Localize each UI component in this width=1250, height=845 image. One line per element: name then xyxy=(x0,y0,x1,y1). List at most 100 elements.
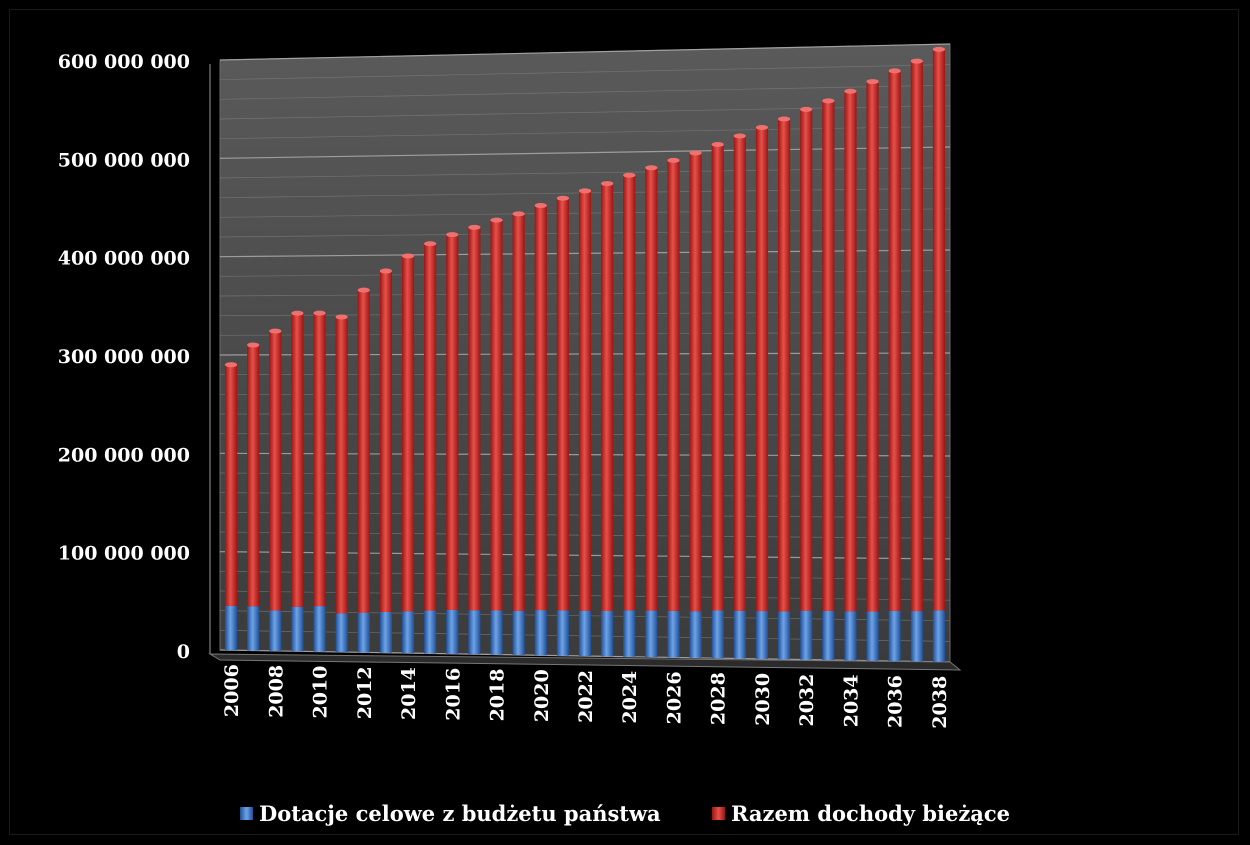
bar-segment-dotacje xyxy=(866,611,879,661)
bar-segment-razem xyxy=(844,91,857,612)
x-tick-label: 2034 xyxy=(840,674,862,727)
bar-segment-dotacje xyxy=(291,606,304,652)
x-tick-label: 2032 xyxy=(796,674,818,727)
bar-cap xyxy=(822,98,835,104)
bar-cap xyxy=(401,253,415,259)
bar-cap xyxy=(379,268,392,274)
x-tick-label: 2016 xyxy=(442,668,464,721)
bar-cap xyxy=(778,116,791,122)
bar-segment-razem xyxy=(711,144,724,611)
bar-segment-dotacje xyxy=(733,610,746,659)
y-tick-label: 200 000 000 xyxy=(58,444,190,466)
bar-segment-razem xyxy=(512,213,525,611)
bar-segment-dotacje xyxy=(601,611,614,657)
x-tick-label: 2030 xyxy=(752,673,774,726)
x-tick-label: 2010 xyxy=(310,666,332,719)
bar-cap xyxy=(866,79,879,85)
x-tick-label: 2022 xyxy=(575,670,597,723)
bar-cap xyxy=(357,287,370,293)
bar-segment-razem xyxy=(689,152,702,612)
bar-cap xyxy=(910,58,923,64)
bar-segment-razem xyxy=(468,227,481,611)
bar-cap xyxy=(446,232,459,238)
bar-segment-razem xyxy=(269,331,282,611)
bar-segment-dotacje xyxy=(689,611,702,658)
bar-segment-dotacje xyxy=(379,611,392,653)
bar-segment-dotacje xyxy=(755,611,769,659)
bar-segment-razem xyxy=(578,190,592,611)
bar-cap xyxy=(711,142,724,148)
legend-swatch-blue xyxy=(240,807,253,820)
bar-cap xyxy=(800,106,813,112)
bar-segment-razem xyxy=(446,234,459,610)
bar-segment-razem xyxy=(866,81,879,612)
bar-segment-dotacje xyxy=(800,610,813,660)
bar-cap xyxy=(667,157,680,163)
bar-segment-dotacje xyxy=(534,610,547,656)
x-tick-label: 2020 xyxy=(531,669,553,722)
bar-cap xyxy=(755,125,769,131)
bar-segment-dotacje xyxy=(512,610,525,655)
bar-segment-dotacje xyxy=(623,610,636,657)
bar-segment-razem xyxy=(822,100,835,611)
bar-segment-dotacje xyxy=(468,610,481,655)
gridline-minor xyxy=(219,84,951,100)
bar-cap xyxy=(313,310,326,316)
x-tick-label: 2038 xyxy=(929,676,951,729)
bar-segment-dotacje xyxy=(556,610,569,656)
bar-cap xyxy=(534,203,547,209)
bar-segment-razem xyxy=(800,109,813,611)
x-tick-label: 2024 xyxy=(619,671,641,724)
x-tick-label: 2014 xyxy=(398,667,420,720)
bar-segment-dotacje xyxy=(313,606,326,652)
bar-cap xyxy=(601,181,614,187)
bar-segment-razem xyxy=(623,175,636,611)
bar-segment-razem xyxy=(778,118,791,612)
bar-segment-razem xyxy=(401,255,415,612)
plot-floor xyxy=(208,653,962,671)
bar-segment-razem xyxy=(247,345,260,607)
bar-segment-razem xyxy=(932,49,946,611)
bar-segment-dotacje xyxy=(424,610,437,654)
bar-cap xyxy=(556,195,569,201)
bar-segment-dotacje xyxy=(910,611,923,662)
y-tick-label: 600 000 000 xyxy=(58,51,190,73)
y-tick-label: 400 000 000 xyxy=(58,248,190,270)
bar-cap xyxy=(844,88,857,94)
bar-segment-dotacje xyxy=(578,610,592,656)
x-tick-label: 2028 xyxy=(708,672,730,725)
bar-segment-dotacje xyxy=(247,606,260,651)
bar-segment-dotacje xyxy=(844,611,857,661)
gridline-major xyxy=(219,43,951,61)
bar-segment-dotacje xyxy=(667,610,680,658)
x-tick-label: 2026 xyxy=(663,671,685,724)
bar-segment-razem xyxy=(490,220,503,611)
legend-item-dotacje: Dotacje celowe z budżetu państwa xyxy=(240,801,661,826)
bar-segment-dotacje xyxy=(822,610,835,660)
bar-segment-dotacje xyxy=(335,613,348,652)
bar-segment-razem xyxy=(556,198,569,611)
bar-cap xyxy=(224,362,238,368)
bar-segment-razem xyxy=(667,160,680,611)
bar-segment-dotacje xyxy=(490,610,503,655)
legend-swatch-red xyxy=(711,807,725,820)
bar-cap xyxy=(645,165,658,171)
bar-segment-dotacje xyxy=(711,610,724,659)
bar-segment-dotacje xyxy=(446,609,459,654)
bar-segment-razem xyxy=(224,364,238,606)
y-tick-label: 100 000 000 xyxy=(58,543,190,565)
bar-segment-dotacje xyxy=(401,611,415,654)
bar-segment-razem xyxy=(313,313,326,607)
bar-cap xyxy=(247,342,260,348)
bar-segment-razem xyxy=(379,271,392,612)
bar-segment-dotacje xyxy=(888,610,901,662)
bar-cap xyxy=(490,217,503,223)
bar-cap xyxy=(888,68,901,74)
gridline-minor xyxy=(219,64,951,81)
bar-segment-razem xyxy=(888,70,901,611)
bar-segment-dotacje xyxy=(932,610,946,662)
bar-segment-razem xyxy=(601,183,614,611)
bar-segment-razem xyxy=(335,317,348,614)
bar-segment-razem xyxy=(291,313,304,607)
x-tick-label: 2008 xyxy=(265,665,287,718)
